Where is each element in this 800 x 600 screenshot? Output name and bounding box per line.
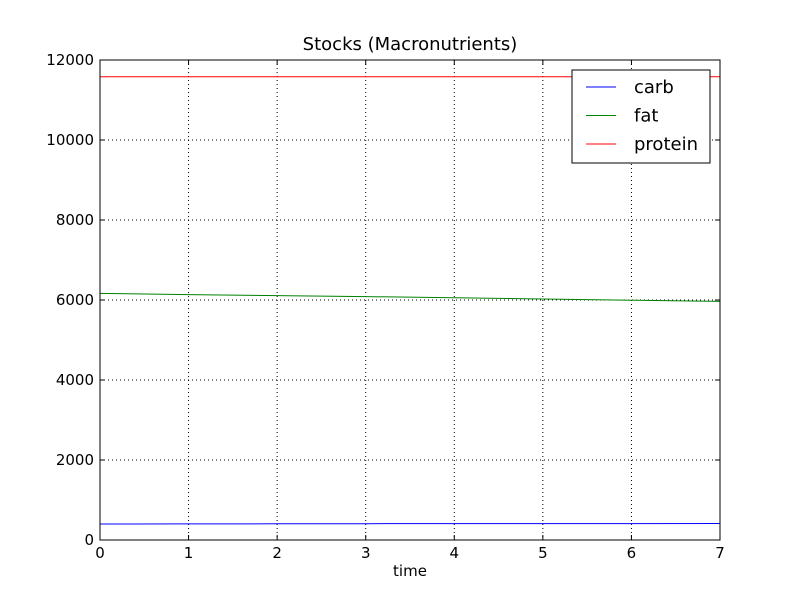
- x-tick-label: 7: [715, 544, 725, 562]
- legend-label-fat: fat: [634, 106, 658, 127]
- y-tick-label: 8000: [56, 211, 94, 229]
- x-tick-label: 1: [184, 544, 194, 562]
- legend-label-protein: protein: [634, 134, 698, 155]
- y-tick-label: 4000: [56, 371, 94, 389]
- series-line-fat: [99, 292, 721, 302]
- legend: carb fat protein: [571, 69, 711, 164]
- x-tick-label: 3: [361, 544, 371, 562]
- axis-ticks: 0 1 2 3 4 5 6 7 0 2000 4000 6000 8000 10000 12000: [46, 51, 724, 562]
- y-tick-label: 6000: [56, 291, 94, 309]
- legend-box: [571, 69, 711, 164]
- x-axis-label: time: [393, 562, 427, 580]
- x-tick-label: 5: [538, 544, 548, 562]
- x-tick-label: 6: [627, 544, 637, 562]
- chart-title: Stocks (Macronutrients): [303, 34, 518, 55]
- x-tick-label: 0: [95, 544, 105, 562]
- y-tick-label: 0: [84, 531, 94, 549]
- x-tick-label: 2: [272, 544, 282, 562]
- legend-label-carb: carb: [634, 77, 674, 98]
- x-tick-label: 4: [450, 544, 460, 562]
- series-line-carb: [99, 523, 721, 525]
- y-tick-label: 2000: [56, 451, 94, 469]
- y-tick-label: 12000: [46, 51, 94, 69]
- y-tick-label: 10000: [46, 131, 94, 149]
